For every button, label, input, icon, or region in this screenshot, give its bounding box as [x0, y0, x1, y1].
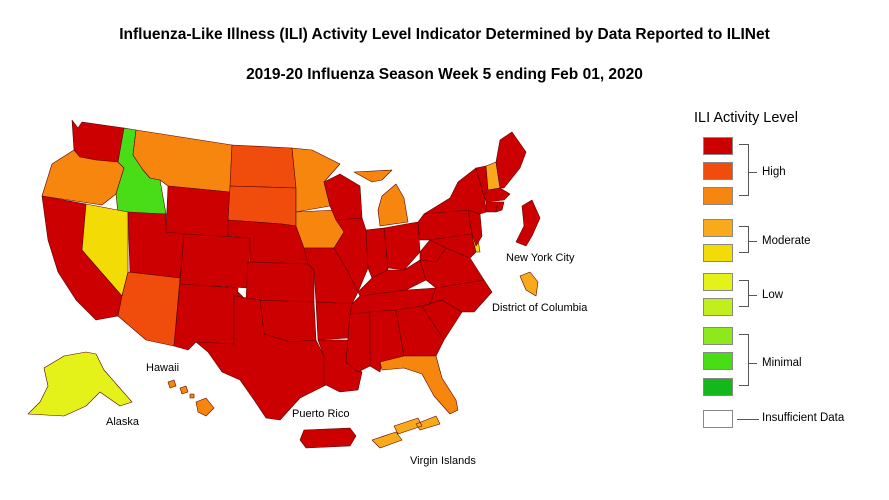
legend-bracket-minimal: [739, 334, 749, 386]
state-massachusetts: [483, 187, 511, 203]
legend-swatch-high-3: [703, 137, 733, 155]
state-michigan: [353, 169, 409, 227]
state-kansas: [245, 261, 315, 303]
inset-hawaii-islands: [167, 379, 195, 399]
legend-label-insufficient: Insufficient Data: [762, 412, 845, 424]
map-subtitle: 2019-20 Influenza Season Week 5 ending F…: [246, 66, 643, 83]
state-north-dakota: [229, 144, 297, 189]
legend-swatch-insufficient: [703, 410, 733, 428]
legend-bracket-high: [739, 144, 749, 196]
legend-swatch-moderate-1: [703, 244, 733, 262]
legend-swatch-high-1: [703, 187, 733, 205]
legend-tick-insufficient: [737, 419, 759, 420]
legend-label-low: Low: [762, 289, 784, 301]
state-new-york: [423, 167, 487, 215]
inset-alaska: [27, 351, 133, 417]
label-district-of-columbia: District of Columbia: [492, 302, 588, 314]
legend-title: ILI Activity Level: [694, 110, 798, 126]
label-virgin-islands: Virgin Islands: [410, 455, 476, 467]
inset-new-york-city: [515, 199, 541, 247]
state-maine: [495, 131, 527, 189]
legend-tick-low: [749, 295, 757, 296]
legend-swatch-high-2: [703, 162, 733, 180]
label-puerto-rico: Puerto Rico: [292, 408, 350, 420]
legend-swatch-minimal-1: [703, 378, 733, 396]
legend-swatch-low-1: [703, 298, 733, 316]
state-colorado: [179, 233, 251, 289]
legend-label-high: High: [762, 166, 786, 178]
legend-swatch-minimal-3: [703, 327, 733, 345]
legend-swatch-minimal-2: [703, 352, 733, 370]
legend-bracket-low: [739, 280, 749, 307]
state-texas: [195, 295, 329, 421]
state-new-mexico: [173, 283, 239, 351]
inset-district-of-columbia: [519, 271, 539, 297]
state-rhode-island: [495, 201, 505, 213]
inset-puerto-rico: [299, 427, 357, 449]
legend-tick-high: [749, 172, 757, 173]
legend-swatch-moderate-2: [703, 219, 733, 237]
label-hawaii: Hawaii: [146, 362, 180, 374]
legend-bracket-moderate: [739, 226, 749, 253]
inset-hawaii-main: [195, 397, 215, 417]
legend-tick-moderate: [749, 241, 757, 242]
label-new-york-city: New York City: [506, 252, 575, 264]
state-ohio: [383, 221, 421, 271]
inset-virgin-islands: [371, 415, 441, 449]
state-wyoming: [165, 185, 231, 239]
state-arizona: [117, 271, 181, 347]
state-florida: [379, 355, 459, 415]
legend-tick-minimal: [749, 363, 757, 364]
state-south-dakota: [227, 185, 297, 227]
state-georgia: [395, 305, 445, 357]
state-mississippi: [345, 311, 371, 373]
legend-label-minimal: Minimal: [762, 357, 802, 369]
legend-swatch-low-2: [703, 273, 733, 291]
state-arkansas: [315, 301, 353, 341]
map-title: Influenza-Like Illness (ILI) Activity Le…: [119, 26, 770, 43]
label-alaska: Alaska: [106, 416, 140, 428]
legend-label-moderate: Moderate: [762, 235, 811, 247]
state-washington: [71, 119, 125, 163]
